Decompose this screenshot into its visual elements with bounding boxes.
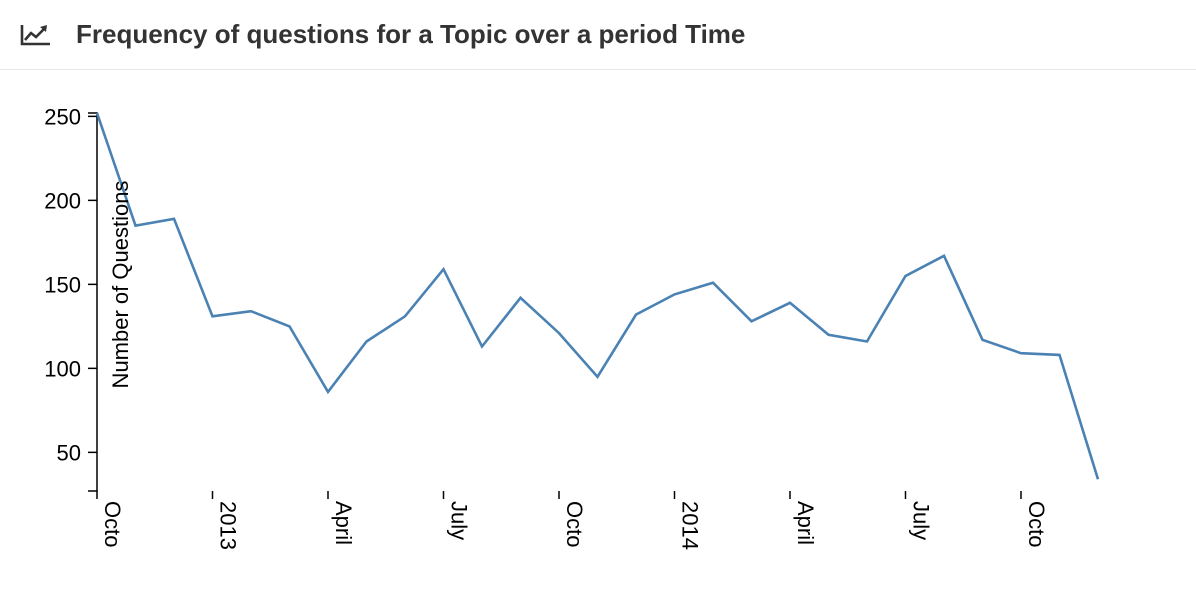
y-tick-label: 250 bbox=[44, 104, 81, 129]
y-axis: 50 100 150 200 250 bbox=[44, 104, 98, 492]
x-tick-label: April bbox=[331, 501, 356, 545]
y-tick-label: 200 bbox=[44, 188, 81, 213]
x-tick-label: 2013 bbox=[216, 501, 241, 550]
chart-area: 50 100 150 200 250 Octo 2013 April July Octo 2014… bbox=[0, 71, 1196, 598]
panel-title: Frequency of questions for a Topic over … bbox=[76, 19, 746, 49]
y-axis-label: Number of Questions bbox=[108, 181, 133, 389]
line-chart: 50 100 150 200 250 Octo 2013 April July Octo 2014… bbox=[44, 104, 1100, 550]
x-tick-label: April bbox=[793, 501, 818, 545]
x-tick-label: July bbox=[447, 501, 472, 540]
y-tick-label: 150 bbox=[44, 272, 81, 297]
x-tick-label: Octo bbox=[1024, 501, 1049, 547]
x-tick-label: July bbox=[909, 501, 934, 540]
x-tick-label: Octo bbox=[562, 501, 587, 547]
line-chart-icon bbox=[20, 22, 54, 48]
y-tick-label: 100 bbox=[44, 356, 81, 381]
series-line bbox=[95, 112, 1100, 480]
x-tick-label: 2014 bbox=[678, 501, 703, 550]
x-axis: Octo 2013 April July Octo 2014 April July Octo bbox=[96, 491, 1049, 550]
x-tick-label: Octo bbox=[100, 501, 125, 547]
y-axis-line bbox=[88, 112, 98, 492]
panel-header: Frequency of questions for a Topic over … bbox=[0, 0, 1196, 70]
y-tick-label: 50 bbox=[57, 440, 81, 465]
